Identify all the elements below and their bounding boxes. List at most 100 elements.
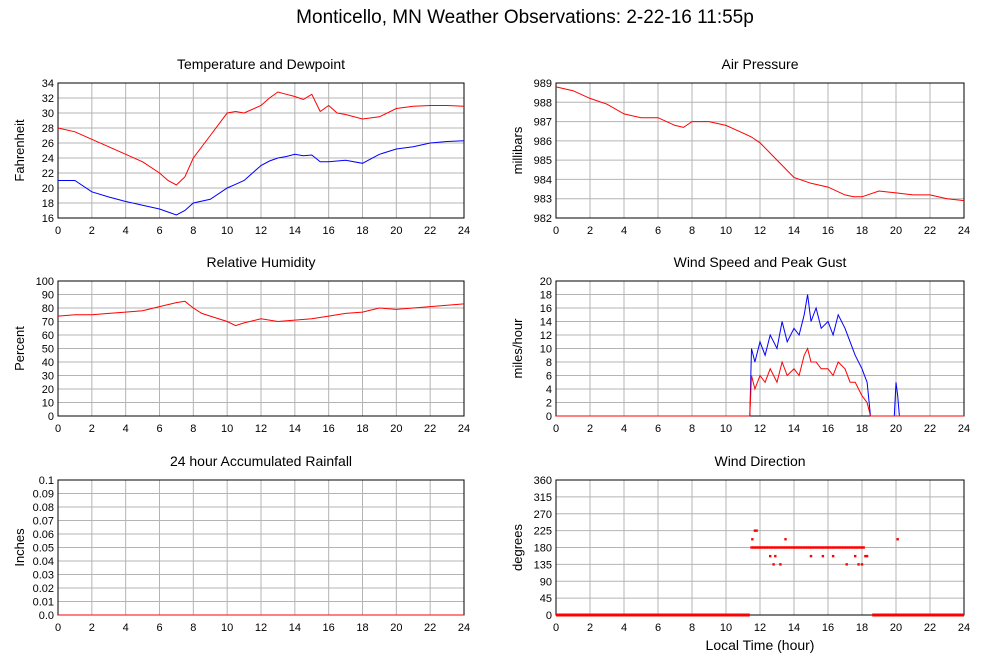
x-tick-label: 2 [587, 225, 593, 237]
y-tick-label: 80 [42, 303, 54, 315]
series-point [751, 538, 754, 541]
y-tick-label: 0.0 [39, 610, 54, 622]
series-point [814, 546, 818, 549]
y-tick-label: 20 [540, 276, 552, 288]
series-point [753, 529, 757, 532]
chart-title: Wind Speed and Peak Gust [674, 254, 847, 270]
series-point [854, 546, 857, 549]
x-tick-label: 20 [390, 423, 402, 435]
page-title: Monticello, MN Weather Observations: 2-2… [296, 7, 754, 28]
y-tick-label: 0.03 [33, 570, 54, 582]
y-tick-label: 0.1 [39, 475, 54, 487]
x-tick-label: 20 [890, 622, 902, 634]
x-tick-label: 16 [822, 622, 834, 634]
y-tick-label: 45 [540, 593, 552, 605]
series-point [763, 546, 767, 549]
x-tick-label: 0 [553, 622, 559, 634]
x-tick-label: 24 [458, 423, 470, 435]
y-axis-label: Percent [12, 326, 27, 371]
x-tick-label: 8 [689, 423, 695, 435]
y-tick-label: 2 [546, 398, 552, 410]
series-point [859, 546, 862, 549]
y-tick-label: 90 [42, 290, 54, 302]
plot-frame [57, 280, 465, 417]
chart-title: Air Pressure [721, 56, 798, 72]
y-tick-label: 988 [534, 97, 552, 109]
x-tick-label: 16 [323, 423, 335, 435]
x-tick-label: 22 [924, 423, 936, 435]
x-tick-label: 0 [553, 423, 559, 435]
series-point [865, 554, 869, 558]
y-tick-label: 90 [540, 576, 552, 588]
y-tick-label: 4 [546, 384, 552, 396]
plot-frame [555, 479, 965, 616]
y-tick-label: 315 [534, 492, 552, 504]
x-tick-label: 12 [754, 225, 766, 237]
y-tick-label: 0 [546, 610, 552, 622]
y-tick-label: 0 [48, 411, 54, 423]
x-tick-label: 10 [720, 622, 732, 634]
x-tick-label: 4 [621, 225, 627, 237]
y-tick-label: 100 [36, 276, 54, 288]
x-tick-label: 10 [221, 423, 233, 435]
series-point [860, 563, 864, 566]
series-point [855, 546, 859, 549]
series-point [797, 546, 801, 549]
x-tick-label: 14 [289, 225, 301, 237]
series-point [770, 546, 774, 549]
x-tick-label: 14 [788, 225, 800, 237]
x-tick-label: 18 [856, 423, 868, 435]
series-point [757, 546, 760, 549]
series-point [792, 546, 796, 549]
x-tick-label: 18 [356, 622, 368, 634]
x-tick-label: 8 [190, 225, 196, 237]
series-point [789, 546, 792, 549]
plot-frame [555, 82, 965, 219]
x-tick-label: 14 [289, 423, 301, 435]
y-tick-label: 30 [42, 108, 54, 120]
series-point [772, 546, 775, 549]
x-tick-label: 18 [356, 423, 368, 435]
series-point [806, 546, 809, 549]
x-tick-label: 14 [788, 622, 800, 634]
y-tick-label: 12 [540, 330, 552, 342]
y-tick-label: 16 [540, 303, 552, 315]
x-axis-label: Local Time (hour) [706, 637, 815, 653]
y-tick-label: 0 [546, 411, 552, 423]
x-tick-label: 22 [424, 622, 436, 634]
series-point [769, 546, 772, 549]
series-point [820, 546, 823, 549]
x-tick-label: 16 [822, 423, 834, 435]
series-point [752, 546, 755, 549]
chart-rainfall: 24 hour Accumulated Rainfall0.00.010.020… [12, 453, 470, 634]
x-tick-label: 22 [424, 225, 436, 237]
y-tick-label: 10 [42, 398, 54, 410]
x-tick-label: 24 [958, 225, 970, 237]
y-tick-label: 989 [534, 78, 552, 90]
series-point [794, 546, 797, 549]
series-point [799, 546, 802, 549]
x-tick-label: 12 [255, 225, 267, 237]
series-point [755, 546, 758, 549]
series-point [842, 546, 845, 549]
x-tick-label: 6 [655, 225, 661, 237]
y-tick-label: 60 [42, 330, 54, 342]
series-point [804, 546, 808, 549]
series-point [780, 546, 784, 549]
series-point [840, 546, 843, 549]
x-tick-label: 22 [424, 423, 436, 435]
y-tick-label: 225 [534, 526, 552, 538]
y-tick-label: 20 [42, 183, 54, 195]
series-point [775, 546, 779, 549]
series-point [811, 546, 814, 549]
x-tick-label: 22 [924, 225, 936, 237]
series-point [774, 554, 777, 558]
series-point [765, 546, 768, 549]
series-point [857, 546, 860, 549]
series-point [750, 546, 753, 549]
y-tick-label: 0.05 [33, 543, 54, 555]
y-tick-label: 24 [42, 153, 54, 165]
x-tick-label: 2 [89, 622, 95, 634]
